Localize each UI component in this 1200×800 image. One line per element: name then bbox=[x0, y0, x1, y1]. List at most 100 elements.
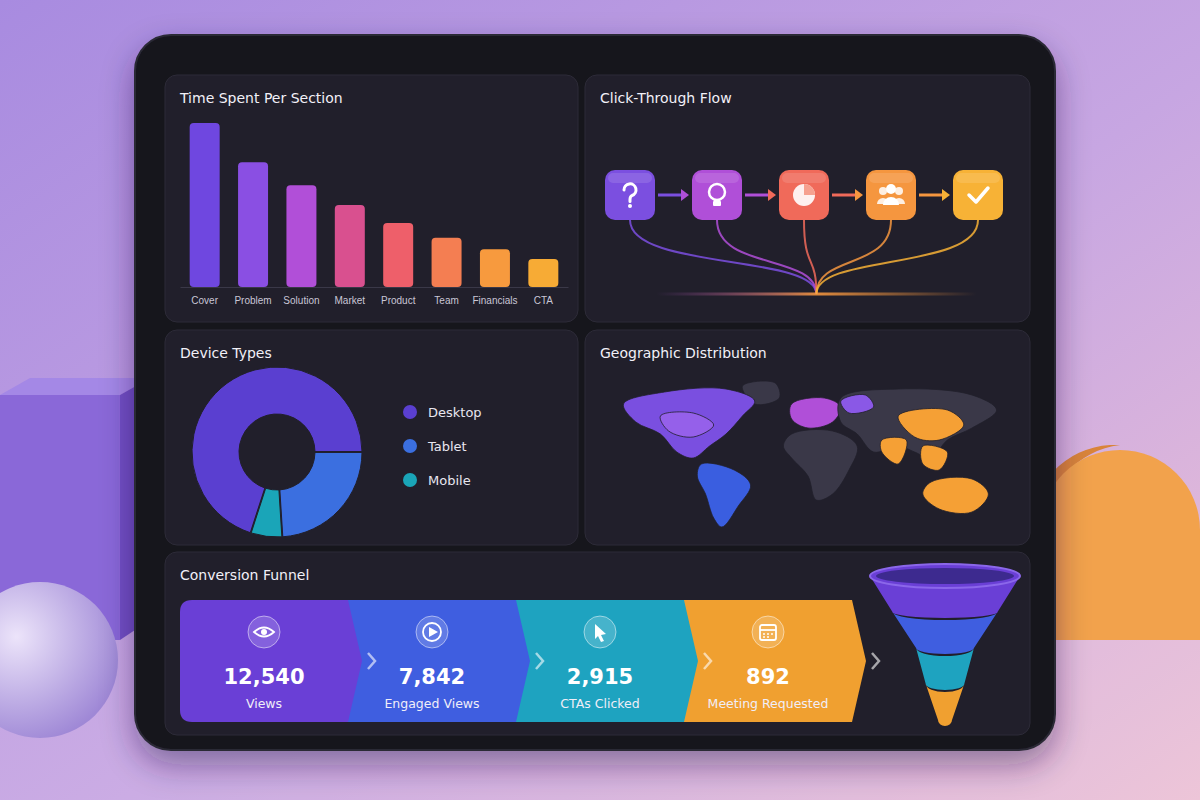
flow-arrow bbox=[919, 194, 944, 197]
data-label: 892 bbox=[746, 665, 790, 689]
legend-item: Desktop bbox=[403, 405, 482, 420]
x-tick: Product bbox=[381, 295, 416, 306]
funnel-rim bbox=[870, 564, 1020, 588]
flow-node bbox=[866, 170, 916, 220]
legend-swatch bbox=[403, 473, 417, 487]
icon-play bbox=[429, 627, 438, 637]
background bbox=[0, 0, 1200, 800]
funnel-texts: 12,540Views7,842Engaged Views2,915CTAs C… bbox=[223, 616, 828, 711]
legend-label: Desktop bbox=[428, 405, 482, 420]
x-tick: Solution bbox=[283, 295, 319, 306]
bar bbox=[383, 223, 413, 287]
region bbox=[923, 477, 989, 513]
funnel-opening bbox=[876, 568, 1014, 584]
icon-play-ring bbox=[423, 623, 441, 641]
sphere bbox=[0, 582, 118, 738]
flow-arrowhead bbox=[768, 189, 776, 201]
flow-icon bbox=[624, 184, 636, 208]
funnel-stage bbox=[516, 600, 698, 722]
stage-label: Engaged Views bbox=[384, 696, 479, 711]
region bbox=[841, 394, 874, 413]
stage-label: Views bbox=[246, 696, 282, 711]
flow-icon bbox=[877, 184, 905, 205]
bar bbox=[286, 185, 316, 287]
card bbox=[585, 330, 1030, 545]
icon-check bbox=[969, 188, 988, 202]
slices bbox=[192, 367, 362, 537]
dashboard bbox=[135, 35, 1055, 750]
legend-item: Mobile bbox=[403, 473, 471, 488]
panel-title: Conversion Funnel bbox=[180, 567, 309, 583]
region bbox=[921, 445, 948, 470]
region bbox=[898, 408, 964, 440]
x-tick-label: Market bbox=[335, 295, 366, 306]
flow-node bbox=[953, 170, 1003, 220]
flow-arrow bbox=[745, 194, 770, 197]
icon-calendar-day bbox=[771, 633, 773, 635]
stage-label: Meeting Requested bbox=[708, 696, 829, 711]
chevron bbox=[368, 653, 375, 669]
stage-icon bbox=[423, 623, 441, 641]
panel-bar: Time Spent Per Section Cover Problem Soluti… bbox=[165, 75, 578, 322]
funnel-stage bbox=[180, 600, 362, 722]
region bbox=[697, 463, 750, 527]
stage-icon bbox=[254, 628, 274, 637]
panel-title: Device Types bbox=[180, 345, 272, 361]
card bbox=[165, 330, 578, 545]
icon-pupil bbox=[261, 629, 267, 635]
legend-label: Tablet bbox=[427, 439, 467, 454]
x-tick-label: CTA bbox=[534, 295, 554, 306]
x-axis-line bbox=[181, 287, 569, 288]
icon-person bbox=[886, 184, 896, 194]
icon-eye bbox=[254, 628, 274, 637]
arch bbox=[1040, 450, 1200, 640]
region bbox=[660, 412, 714, 437]
flow-arrowhead bbox=[855, 189, 863, 201]
slice bbox=[280, 452, 362, 536]
panel-map: Geographic Distribution bbox=[585, 330, 1030, 545]
panel-title: Click-Through Flow bbox=[600, 90, 732, 106]
panel-title: Time Spent Per Section bbox=[179, 90, 343, 106]
x-tick-label: Cover bbox=[191, 295, 218, 306]
legend-swatch bbox=[403, 405, 417, 419]
legend-swatch bbox=[403, 439, 417, 453]
bar bbox=[335, 205, 365, 287]
flow-curve bbox=[816, 220, 978, 294]
flow-node bbox=[779, 170, 829, 220]
funnel-graphic bbox=[870, 564, 1020, 726]
region bbox=[838, 389, 997, 458]
x-axis: CoverProblemSolutionMarketProductTeamFin… bbox=[181, 288, 569, 307]
x-tick-label: Problem bbox=[234, 295, 271, 306]
flow-nodes bbox=[605, 170, 1003, 220]
legend: Desktop Tablet Mobile bbox=[403, 405, 482, 488]
funnel-layer bbox=[916, 648, 974, 690]
x-tick: CTA bbox=[534, 295, 554, 306]
stage-icon bbox=[760, 625, 776, 640]
legend-item: Tablet bbox=[403, 439, 467, 454]
flow-node bbox=[692, 170, 742, 220]
icon-calendar-day bbox=[767, 633, 769, 635]
funnel-layer bbox=[892, 612, 997, 654]
flow-arrow bbox=[832, 194, 857, 197]
flow-arrowhead bbox=[942, 189, 950, 201]
region bbox=[783, 430, 857, 501]
flow-node bbox=[605, 170, 655, 220]
flow-node-shine bbox=[869, 173, 913, 183]
bar bbox=[432, 238, 462, 287]
icon-pie-wedge bbox=[804, 184, 815, 195]
bar bbox=[528, 259, 558, 287]
flow-icon bbox=[793, 184, 815, 206]
x-tick: Financials bbox=[472, 295, 517, 306]
icon-person bbox=[895, 187, 903, 195]
panel-donut: Device Types Desktop Tablet Mobile bbox=[165, 330, 578, 545]
stage-icon-ring bbox=[416, 616, 448, 648]
x-tick-label: Financials bbox=[472, 295, 517, 306]
x-tick: Problem bbox=[234, 295, 271, 306]
icon-calendar bbox=[760, 625, 776, 640]
legend-label: Mobile bbox=[428, 473, 471, 488]
funnel-layer bbox=[926, 684, 965, 726]
chevron bbox=[704, 653, 711, 669]
panel-title: Geographic Distribution bbox=[600, 345, 767, 361]
x-tick-label: Product bbox=[381, 295, 416, 306]
flow-curves bbox=[630, 220, 978, 294]
